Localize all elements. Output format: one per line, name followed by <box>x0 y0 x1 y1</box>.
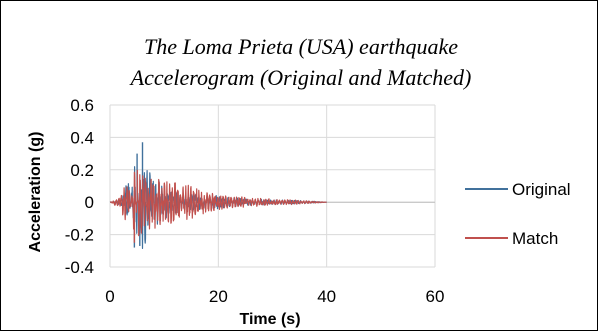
y-tick-label: -0.2 <box>65 226 94 245</box>
y-tick-label: 0.4 <box>70 128 94 147</box>
x-axis-label: Time (s) <box>239 311 300 328</box>
y-tick-label: 0.6 <box>70 96 94 115</box>
x-tick-label: 0 <box>105 287 114 306</box>
legend: Original Match <box>465 180 571 248</box>
legend-match-label: Match <box>512 229 558 248</box>
series-layer <box>109 142 327 249</box>
series-line-match <box>109 169 327 237</box>
chart-title-line-1: The Loma Prieta (USA) earthquake <box>143 34 459 59</box>
x-tick-label: 20 <box>209 287 228 306</box>
x-tick-label: 60 <box>426 287 445 306</box>
y-tick-label: 0 <box>85 193 94 212</box>
y-tick-label: 0.2 <box>70 161 94 180</box>
y-axis-label: Acceleration (g) <box>27 132 44 253</box>
x-tick-label: 40 <box>317 287 336 306</box>
chart-title-line-2: Accelerogram (Original and Matched) <box>130 65 472 90</box>
y-tick-label: -0.4 <box>65 258 94 277</box>
legend-original-label: Original <box>512 180 571 199</box>
tick-labels: 0.6 0.4 0.2 0 -0.2 -0.4 0 20 40 60 <box>65 96 445 306</box>
